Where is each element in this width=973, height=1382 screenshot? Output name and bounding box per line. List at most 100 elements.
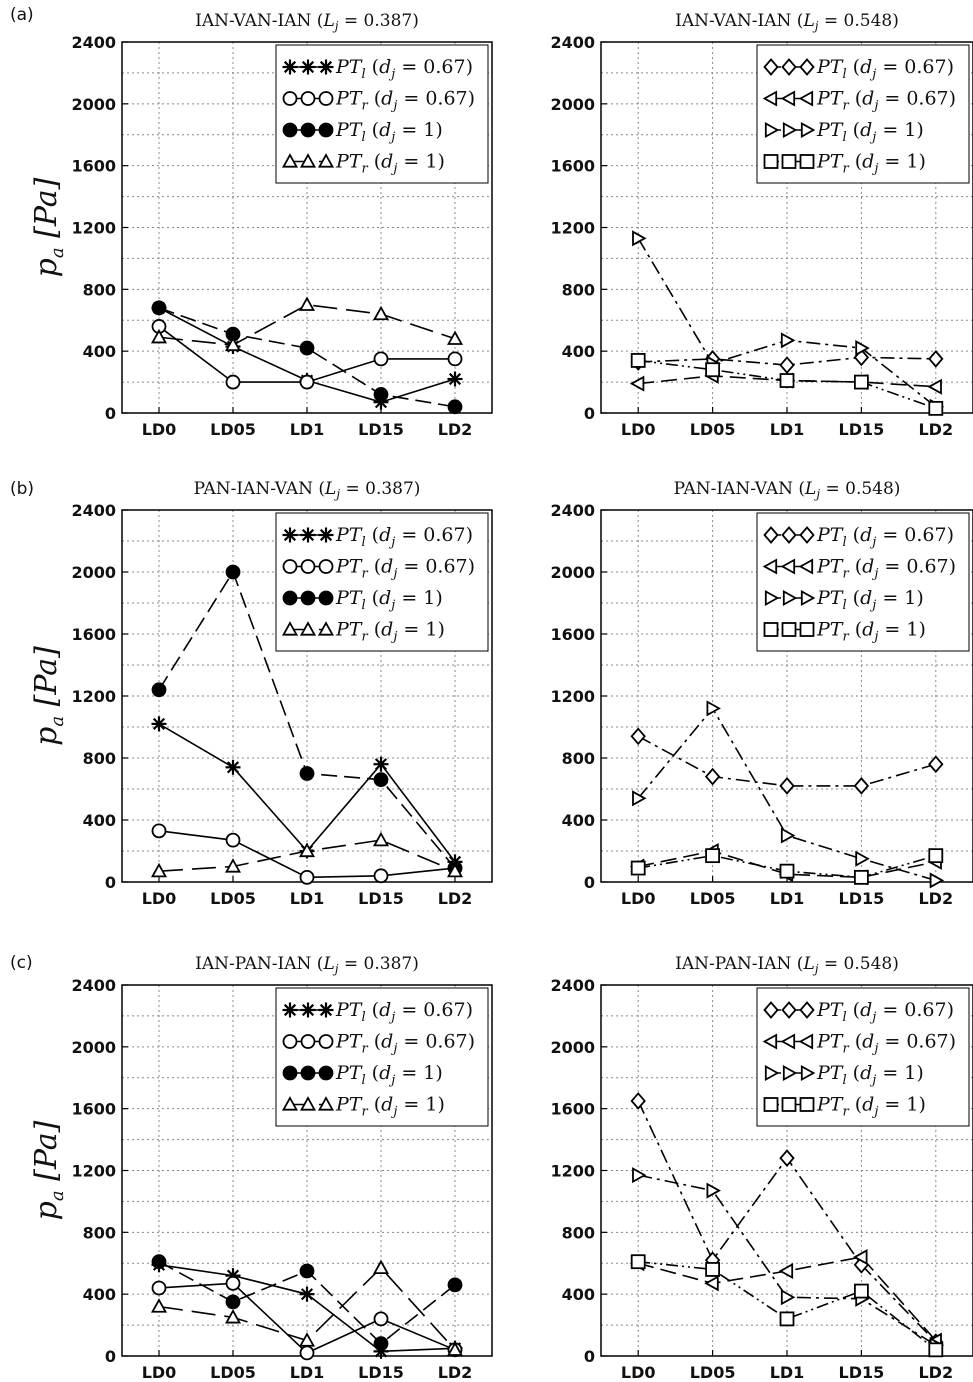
x-tick-label: LD1 (290, 889, 325, 908)
x-tick-label: LD15 (358, 889, 404, 908)
x-tick-label: LD0 (142, 1363, 177, 1382)
x-tick-label: LD15 (839, 889, 885, 908)
x-tick-label: LD0 (621, 889, 656, 908)
data-point (855, 340, 870, 357)
data-point (151, 1280, 167, 1296)
legend-marker (781, 1097, 797, 1112)
legend: PTl (dj = 0.67) PTr (dj = 0.67) PTl (dj = … (275, 987, 489, 1127)
data-point (778, 1262, 794, 1280)
legend-marker (282, 122, 298, 138)
legend-marker (282, 527, 298, 543)
data-point (373, 756, 389, 772)
legend: PTl (dj = 0.67) PTr (dj = 0.67) PTl (dj = … (756, 987, 970, 1127)
y-tick-label: 0 (584, 873, 595, 892)
data-point (299, 340, 315, 356)
x-tick-label: LD2 (918, 1363, 953, 1382)
y-tick-label: 2400 (71, 976, 116, 995)
legend-marker (318, 1065, 334, 1081)
legend-marker (764, 121, 780, 139)
legend-entry: PTl (dj = 1) (335, 119, 443, 145)
y-tick-label: 800 (562, 1223, 595, 1242)
data-point (225, 1294, 241, 1310)
row-label-c: (c) (10, 953, 33, 973)
y-tick-label: 1200 (550, 687, 595, 706)
x-tick-label: LD05 (690, 1363, 736, 1382)
legend-marker (282, 559, 298, 574)
legend-marker (300, 1065, 316, 1081)
panel-title: IAN-VAN-IAN (Lj = 0.548) (675, 11, 899, 33)
data-point (225, 564, 241, 580)
legend-entry: PTl (dj = 1) (816, 119, 924, 145)
data-point (373, 772, 389, 788)
data-point (629, 375, 645, 392)
legend-entry: PTr (dj = 0.67) (816, 1031, 956, 1057)
series-1 (630, 727, 944, 795)
legend-marker (762, 90, 778, 107)
legend-marker (318, 59, 334, 75)
x-tick-label: LD05 (690, 420, 736, 439)
legend-marker (782, 589, 798, 607)
data-point (779, 777, 795, 795)
data-point (298, 842, 316, 858)
y-tick-label: 2000 (550, 1038, 595, 1057)
legend-marker (780, 1033, 796, 1050)
legend-marker (782, 1064, 798, 1082)
legend-marker (763, 1001, 779, 1019)
data-point (225, 374, 241, 390)
x-tick-label: LD15 (839, 420, 885, 439)
data-point (705, 362, 720, 378)
x-tick-label: LD05 (690, 889, 736, 908)
data-point (855, 850, 870, 867)
legend-marker (780, 90, 796, 107)
data-point (928, 350, 944, 368)
chart-panel-2: 0 400 800 1200 1600 2000 2400 LD0 LD05 LD1 LD15 LD2… (550, 11, 973, 439)
data-point (299, 1286, 315, 1302)
data-point (853, 1249, 868, 1266)
data-point (630, 353, 646, 368)
legend-entry: PTr (dj = 1) (335, 151, 445, 177)
legend-entry: PTr (dj = 0.67) (335, 556, 475, 582)
x-tick-label: LD2 (438, 1363, 473, 1382)
x-tick-label: LD2 (918, 420, 953, 439)
data-point (373, 868, 389, 884)
y-tick-label: 400 (562, 342, 595, 361)
series-4 (150, 296, 464, 352)
data-point (854, 1283, 869, 1299)
x-tick-label: LD1 (770, 420, 805, 439)
data-point (853, 777, 870, 795)
legend-marker (781, 58, 797, 76)
legend-marker (763, 622, 779, 637)
data-point (446, 330, 464, 345)
data-point (630, 860, 646, 876)
x-tick-label: LD15 (358, 1363, 404, 1382)
data-point (779, 1149, 795, 1168)
data-point (447, 1277, 463, 1293)
data-point (928, 755, 944, 774)
legend-marker (762, 1033, 778, 1050)
y-tick-label: 2000 (71, 1038, 116, 1057)
series-2 (151, 319, 463, 390)
panel-title: IAN-VAN-IAN (Lj = 0.387) (195, 11, 419, 33)
legend-marker (281, 153, 299, 168)
data-point (150, 328, 168, 344)
legend-marker (282, 1065, 298, 1081)
series-line (637, 735, 937, 787)
row-label-b: (b) (10, 479, 34, 499)
series-4 (150, 831, 464, 878)
data-point (150, 1298, 168, 1313)
legend-marker (781, 622, 797, 637)
data-point (372, 831, 390, 847)
legend-marker (299, 153, 317, 168)
y-tick-label: 1200 (550, 219, 595, 238)
y-tick-label: 2000 (550, 563, 595, 582)
y-tick-label: 2400 (550, 976, 595, 995)
legend-marker (282, 59, 298, 75)
y-tick-label: 1600 (550, 625, 595, 644)
y-tick-label: 1600 (71, 625, 116, 644)
data-point (630, 727, 646, 746)
y-tick-label: 0 (584, 1347, 595, 1366)
legend-marker (300, 91, 316, 106)
legend-marker (800, 121, 816, 139)
legend-marker (318, 590, 334, 606)
